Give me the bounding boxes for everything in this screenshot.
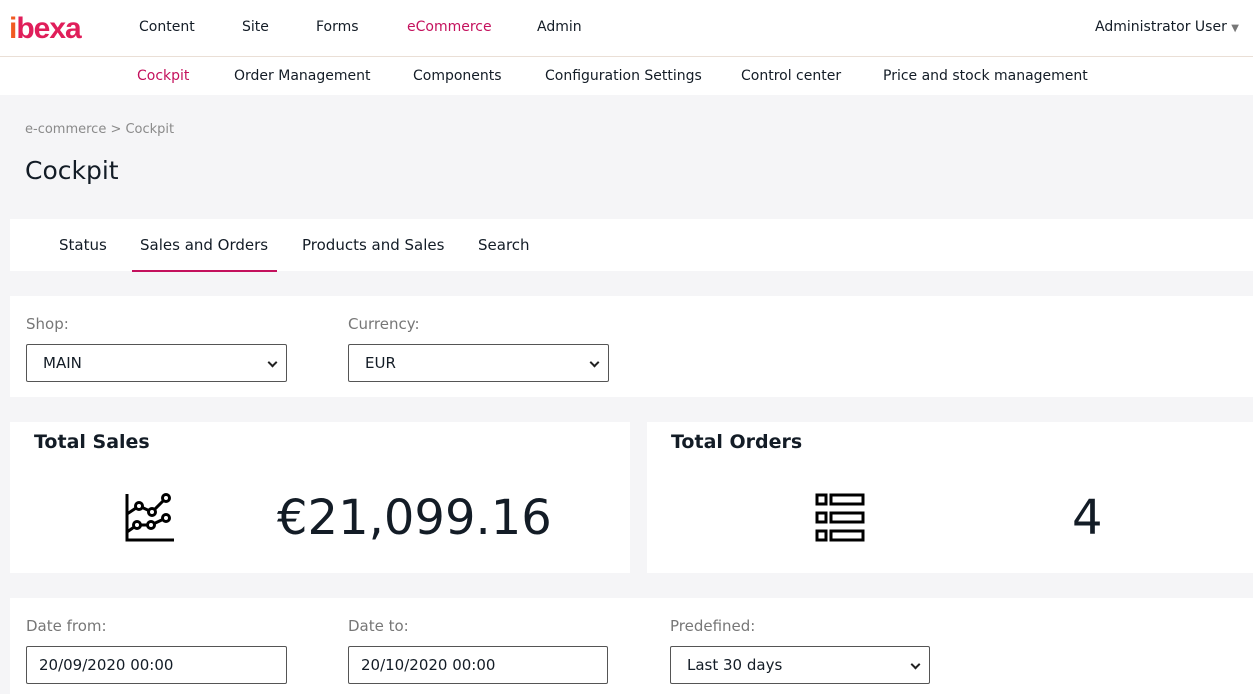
total-orders-value: 4 [1072, 490, 1103, 546]
tab-bar: Status Sales and Orders Products and Sal… [10, 219, 1253, 272]
total-orders-card: Total Orders 4 [647, 422, 1253, 573]
date-to-input[interactable]: 20/10/2020 00:00 [348, 646, 608, 684]
tab-products-sales[interactable]: Products and Sales [302, 236, 445, 254]
sub-nav: Cockpit Order Management Components Conf… [0, 57, 1253, 95]
date-from-input[interactable]: 20/09/2020 00:00 [26, 646, 287, 684]
top-bar: ibexa Content Site Forms eCommerce Admin… [0, 0, 1253, 57]
subnav-price-stock[interactable]: Price and stock management [883, 68, 1088, 84]
nav-content[interactable]: Content [139, 19, 195, 35]
predefined-label: Predefined: [670, 617, 756, 635]
shop-select[interactable]: MAIN [26, 344, 287, 382]
nav-site[interactable]: Site [242, 19, 269, 35]
total-sales-value: €21,099.16 [277, 490, 552, 546]
user-name: Administrator User [1095, 19, 1227, 35]
nav-ecommerce[interactable]: eCommerce [407, 19, 492, 35]
subnav-control-center[interactable]: Control center [741, 68, 842, 84]
tab-search[interactable]: Search [478, 236, 530, 254]
total-orders-title: Total Orders [671, 431, 803, 453]
total-sales-title: Total Sales [34, 431, 150, 453]
subnav-configuration-settings[interactable]: Configuration Settings [545, 68, 702, 84]
shop-label: Shop: [26, 315, 69, 333]
line-chart-icon [125, 493, 174, 542]
currency-select[interactable]: EUR [348, 344, 609, 382]
page-title: Cockpit [25, 156, 119, 185]
total-sales-card: Total Sales €21,099.16 [10, 422, 630, 573]
filter-card: Shop: MAIN Currency: EUR [10, 296, 1253, 397]
nav-admin[interactable]: Admin [537, 19, 582, 35]
tab-status[interactable]: Status [59, 236, 107, 254]
date-from-label: Date from: [26, 617, 107, 635]
predefined-select[interactable]: Last 30 days [670, 646, 930, 684]
currency-label: Currency: [348, 315, 420, 333]
subnav-order-management[interactable]: Order Management [234, 68, 371, 84]
tab-sales-orders[interactable]: Sales and Orders [140, 236, 269, 254]
nav-forms[interactable]: Forms [316, 19, 359, 35]
date-card: Date from: 20/09/2020 00:00 Date to: 20/… [10, 598, 1253, 694]
user-menu[interactable]: Administrator User ▼ [1095, 19, 1239, 35]
subnav-components[interactable]: Components [413, 68, 502, 84]
date-to-label: Date to: [348, 617, 409, 635]
caret-down-icon: ▼ [1231, 23, 1239, 34]
ibexa-logo[interactable]: ibexa [9, 12, 82, 45]
breadcrumb: e-commerce > Cockpit [25, 122, 175, 137]
active-tab-indicator [132, 270, 277, 272]
list-icon [815, 493, 865, 542]
subnav-cockpit[interactable]: Cockpit [137, 68, 190, 84]
